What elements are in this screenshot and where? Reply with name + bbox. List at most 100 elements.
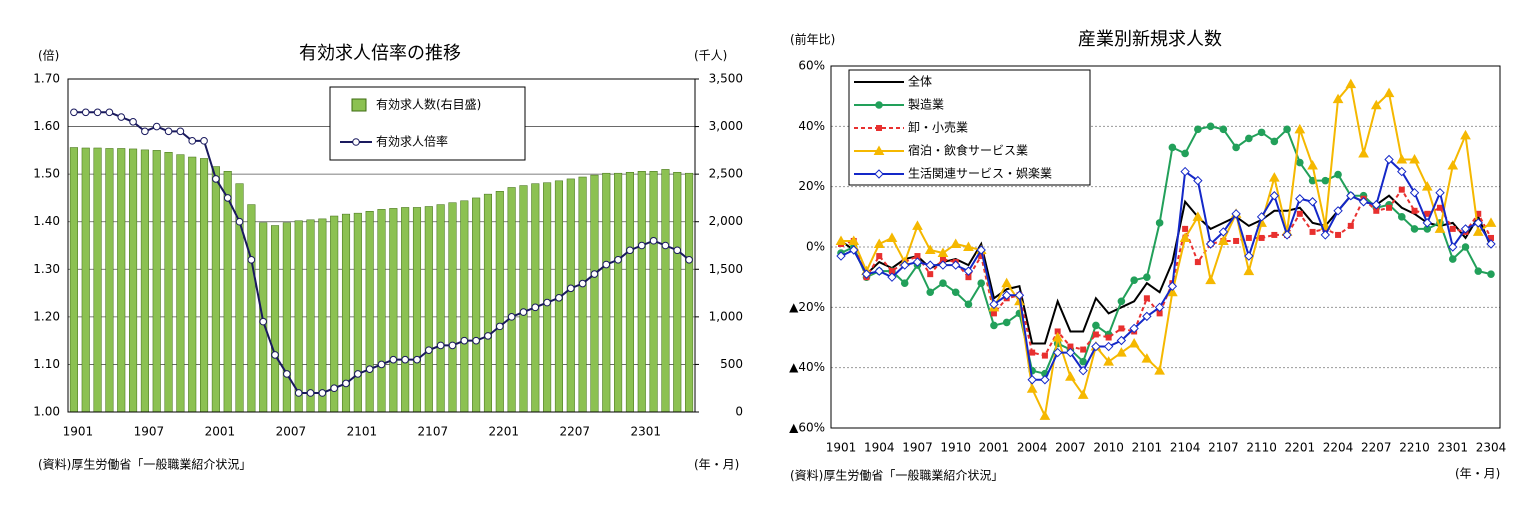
- bar: [223, 171, 232, 413]
- marker: [590, 270, 599, 278]
- marker: [1421, 181, 1433, 191]
- marker: [1128, 338, 1140, 348]
- marker: [1105, 334, 1112, 341]
- y-tick-label: 20%: [798, 179, 825, 193]
- marker: [874, 169, 884, 179]
- marker: [1383, 87, 1395, 98]
- marker: [507, 313, 516, 321]
- marker: [912, 257, 923, 267]
- marker: [875, 101, 883, 109]
- bar: [661, 169, 670, 413]
- marker: [1282, 230, 1292, 240]
- bar: [614, 172, 623, 413]
- marker: [1435, 187, 1445, 198]
- bar: [424, 206, 433, 413]
- marker: [939, 279, 947, 288]
- marker: [1320, 230, 1331, 240]
- marker: [1001, 290, 1012, 300]
- marker: [425, 346, 433, 354]
- marker: [614, 255, 622, 264]
- marker: [1245, 234, 1252, 241]
- marker: [1448, 255, 1457, 263]
- marker: [81, 108, 90, 117]
- y2-tick-label: 1,500: [709, 262, 743, 276]
- marker: [849, 245, 859, 255]
- marker: [964, 300, 973, 309]
- bar: [448, 202, 457, 413]
- x-tick-label: 2007: [1055, 441, 1086, 455]
- x-tick-label: 2204: [1323, 441, 1354, 455]
- marker: [1029, 349, 1036, 356]
- marker: [1370, 99, 1382, 110]
- x-tick-label: 2001: [205, 425, 236, 439]
- marker: [1309, 228, 1316, 235]
- marker: [306, 389, 315, 397]
- bar: [389, 208, 398, 413]
- marker: [1194, 259, 1201, 266]
- marker: [1026, 383, 1038, 393]
- bar: [602, 172, 611, 413]
- marker: [105, 108, 114, 117]
- marker: [247, 255, 256, 264]
- bar: [495, 191, 504, 413]
- marker: [989, 299, 999, 310]
- y2-tick-label: 0: [735, 405, 743, 419]
- marker: [1205, 274, 1216, 285]
- marker: [330, 384, 338, 393]
- bar: [176, 154, 185, 413]
- marker: [152, 122, 161, 131]
- marker: [1180, 166, 1190, 177]
- marker: [1002, 318, 1011, 327]
- legend-label: 生活関連サービス・娯楽業: [908, 167, 1052, 181]
- marker: [874, 266, 884, 276]
- marker: [1091, 341, 1101, 352]
- marker: [848, 235, 860, 245]
- source: (資料)厚生労働省「一般職業紹介状況」: [38, 457, 251, 472]
- marker: [1194, 125, 1202, 134]
- marker: [164, 127, 173, 136]
- marker: [1437, 204, 1444, 211]
- x-tick-label: 1904: [864, 441, 895, 455]
- marker: [141, 127, 149, 136]
- marker: [1080, 346, 1087, 353]
- marker: [1294, 123, 1306, 134]
- marker: [578, 279, 587, 288]
- marker: [354, 370, 362, 378]
- y-tick-label: 40%: [798, 119, 825, 133]
- marker: [223, 194, 232, 202]
- marker: [117, 113, 126, 121]
- marker: [1218, 227, 1229, 237]
- marker: [926, 288, 935, 297]
- bar: [483, 193, 493, 413]
- marker: [1040, 375, 1050, 385]
- marker: [602, 260, 611, 269]
- marker: [1141, 353, 1153, 363]
- line: [840, 157, 1492, 381]
- x-tick-label: 2004: [1017, 441, 1048, 455]
- marker: [1398, 186, 1405, 193]
- marker: [1231, 209, 1241, 219]
- marker: [448, 341, 457, 350]
- marker: [1092, 331, 1099, 338]
- bar: [270, 225, 280, 413]
- marker: [1065, 371, 1076, 381]
- marker: [673, 246, 682, 255]
- bar: [365, 210, 374, 413]
- marker: [93, 108, 102, 117]
- marker: [1345, 78, 1357, 89]
- marker: [900, 260, 910, 270]
- bar: [294, 220, 303, 413]
- marker: [1269, 191, 1280, 201]
- marker: [950, 238, 962, 248]
- marker: [235, 217, 244, 226]
- marker: [1346, 191, 1356, 201]
- marker: [887, 272, 897, 282]
- legend-label: 有効求人倍率: [376, 134, 448, 149]
- legend-label: 卸・小売業: [908, 120, 968, 135]
- bar: [105, 148, 114, 413]
- marker: [1155, 219, 1164, 227]
- marker: [1245, 134, 1253, 143]
- y-tick-label: 1.10: [33, 357, 60, 371]
- bar: [507, 187, 516, 413]
- marker: [1244, 251, 1254, 261]
